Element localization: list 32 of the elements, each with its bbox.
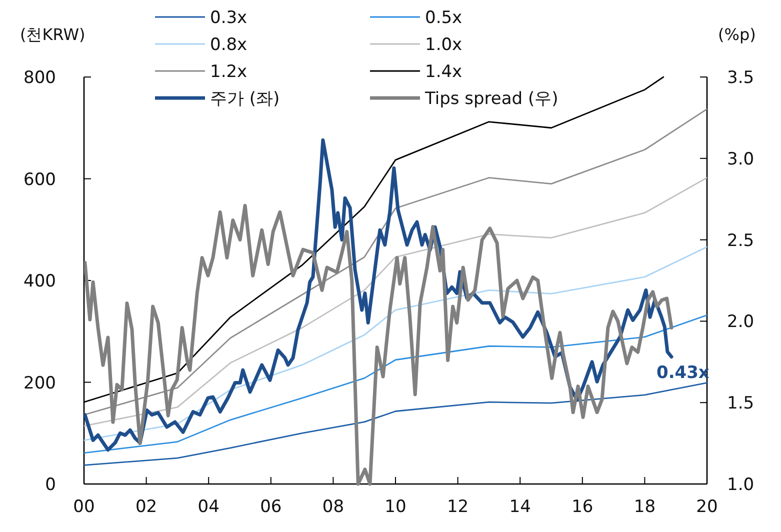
x-tick-label: 18	[634, 497, 656, 517]
y-tick-label: 400	[24, 272, 56, 292]
legend-label: 1.4x	[425, 62, 462, 82]
x-tick-label: 16	[572, 497, 594, 517]
x-tick-label: 02	[135, 497, 158, 517]
y-tick-label: 0	[45, 475, 56, 495]
x-tick-label: 10	[384, 497, 406, 517]
legend-label: 1.0x	[425, 35, 462, 55]
y-tick-label: 600	[24, 170, 56, 190]
y2-tick-label: 1.5	[727, 394, 754, 414]
x-tick-label: 06	[260, 497, 282, 517]
y2-axis-title: (%p)	[718, 25, 756, 44]
y2-tick-label: 3.0	[727, 149, 754, 170]
x-tick-label: 12	[446, 497, 469, 517]
y-tick-label: 200	[24, 373, 56, 394]
y2-tick-label: 2.0	[727, 312, 754, 332]
x-tick-label: 00	[73, 497, 95, 517]
y2-tick-label: 1.0	[727, 475, 754, 495]
legend-label: 0.3x	[210, 8, 248, 28]
legend-label: 0.5x	[425, 8, 462, 28]
x-tick-label: 20	[696, 497, 718, 517]
y2-tick-label: 2.5	[727, 230, 754, 251]
y-axis-title: (천KRW)	[20, 25, 86, 44]
x-tick-label: 08	[322, 497, 344, 517]
legend-label: 주가 (좌)	[210, 89, 280, 109]
legend-label: 1.2x	[210, 62, 248, 82]
legend-label: 0.8x	[210, 35, 248, 55]
x-tick-label: 14	[509, 497, 531, 517]
y-tick-label: 800	[24, 68, 56, 88]
legend-label: Tips spread (우)	[424, 89, 558, 109]
y2-tick-label: 3.5	[727, 68, 754, 88]
x-tick-label: 04	[198, 497, 220, 517]
